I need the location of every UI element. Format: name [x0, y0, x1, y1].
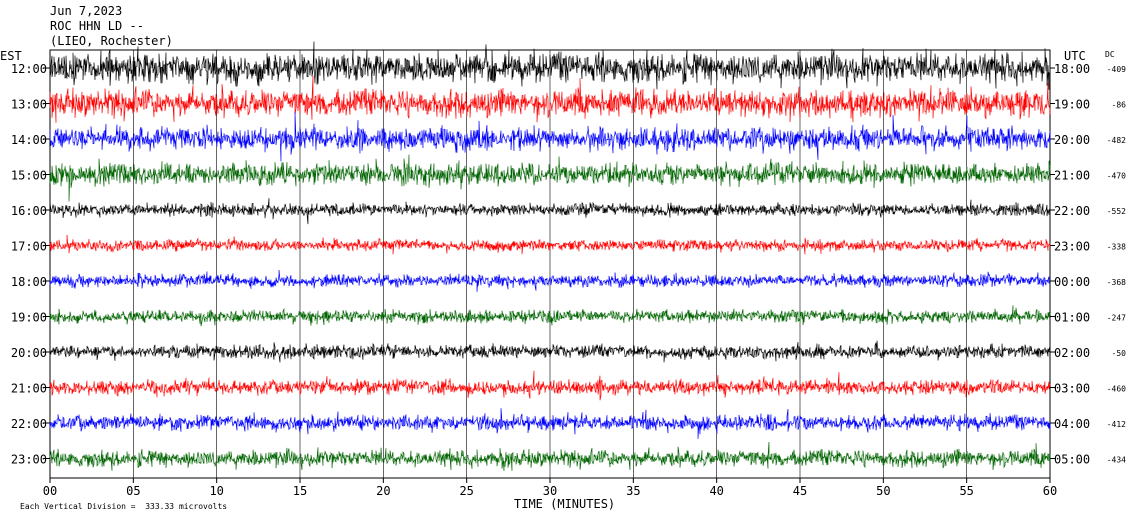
x-tick-label: 15: [293, 484, 307, 498]
trace-red-1300: [49, 75, 1051, 123]
x-tick-label: 05: [126, 484, 140, 498]
dc-offset-value: -434: [1107, 456, 1126, 465]
dc-offset-value: -338: [1107, 243, 1126, 252]
x-axis-title: TIME (MINUTES): [514, 497, 616, 511]
est-hour-label: 12:00: [11, 62, 47, 76]
est-hour-label: 16:00: [11, 204, 47, 218]
trace-black-2000: [49, 340, 1051, 363]
est-hour-label: 18:00: [11, 275, 47, 289]
trace-green-1500: [49, 154, 1051, 202]
dc-offset-value: -412: [1107, 420, 1126, 429]
utc-hour-label: 01:00: [1054, 311, 1090, 325]
trace-black-1200: [49, 41, 1051, 90]
dc-offset-value: -470: [1107, 172, 1126, 181]
utc-hour-label: 18:00: [1054, 62, 1090, 76]
x-tick-label: 20: [376, 484, 390, 498]
utc-hour-label: 20:00: [1054, 133, 1090, 147]
dc-label: DC: [1105, 50, 1115, 59]
est-label: EST: [0, 49, 22, 63]
x-tick-label: 60: [1043, 484, 1057, 498]
utc-hour-label: 02:00: [1054, 346, 1090, 360]
est-hour-label: 19:00: [11, 311, 47, 325]
trace-red-2100: [49, 370, 1051, 401]
utc-hour-label: 19:00: [1054, 98, 1090, 112]
utc-hour-label: 22:00: [1054, 204, 1090, 218]
x-tick-label: 45: [793, 484, 807, 498]
dc-offset-value: -482: [1107, 136, 1126, 145]
est-hour-label: 23:00: [11, 453, 47, 467]
utc-label: UTC: [1064, 49, 1086, 63]
dc-offset-value: -247: [1107, 314, 1126, 323]
dc-offset-value: -368: [1107, 278, 1126, 287]
est-hour-label: 22:00: [11, 417, 47, 431]
est-hour-label: 13:00: [11, 98, 47, 112]
x-tick-label: 50: [876, 484, 890, 498]
est-hour-label: 20:00: [11, 346, 47, 360]
est-hour-label: 17:00: [11, 240, 47, 254]
x-tick-label: 25: [459, 484, 473, 498]
footnote: Each Vertical Division = 333.33 microvol…: [20, 502, 228, 511]
trace-blue-1400: [49, 112, 1051, 162]
utc-hour-label: 04:00: [1054, 417, 1090, 431]
header-location: (LIEO, Rochester): [50, 34, 173, 48]
utc-hour-label: 00:00: [1054, 275, 1090, 289]
x-tick-label: 10: [209, 484, 223, 498]
est-hour-label: 14:00: [11, 133, 47, 147]
est-hour-label: 15:00: [11, 169, 47, 183]
x-tick-label: 40: [709, 484, 723, 498]
x-tick-label: 00: [43, 484, 57, 498]
header-station: ROC HHN LD --: [50, 19, 144, 33]
x-tick-label: 35: [626, 484, 640, 498]
trace-black-1600: [49, 198, 1051, 225]
dc-offset-value: -50: [1112, 349, 1127, 358]
dc-offset-value: -552: [1107, 207, 1126, 216]
x-tick-label: 55: [959, 484, 973, 498]
dc-offset-value: -86: [1112, 101, 1127, 110]
utc-hour-label: 21:00: [1054, 169, 1090, 183]
dc-offset-value: -409: [1107, 65, 1126, 74]
utc-hour-label: 03:00: [1054, 382, 1090, 396]
header-date: Jun 7,2023: [50, 4, 123, 18]
est-hour-label: 21:00: [11, 382, 47, 396]
trace-red-1700: [49, 234, 1051, 255]
trace-green-1900: [49, 305, 1051, 327]
x-tick-label: 30: [543, 484, 557, 498]
trace-blue-1800: [49, 269, 1051, 292]
dc-offset-value: -460: [1107, 385, 1126, 394]
trace-green-2300: [49, 441, 1051, 471]
utc-hour-label: 23:00: [1054, 240, 1090, 254]
trace-blue-2200: [49, 408, 1051, 439]
utc-hour-label: 05:00: [1054, 453, 1090, 467]
